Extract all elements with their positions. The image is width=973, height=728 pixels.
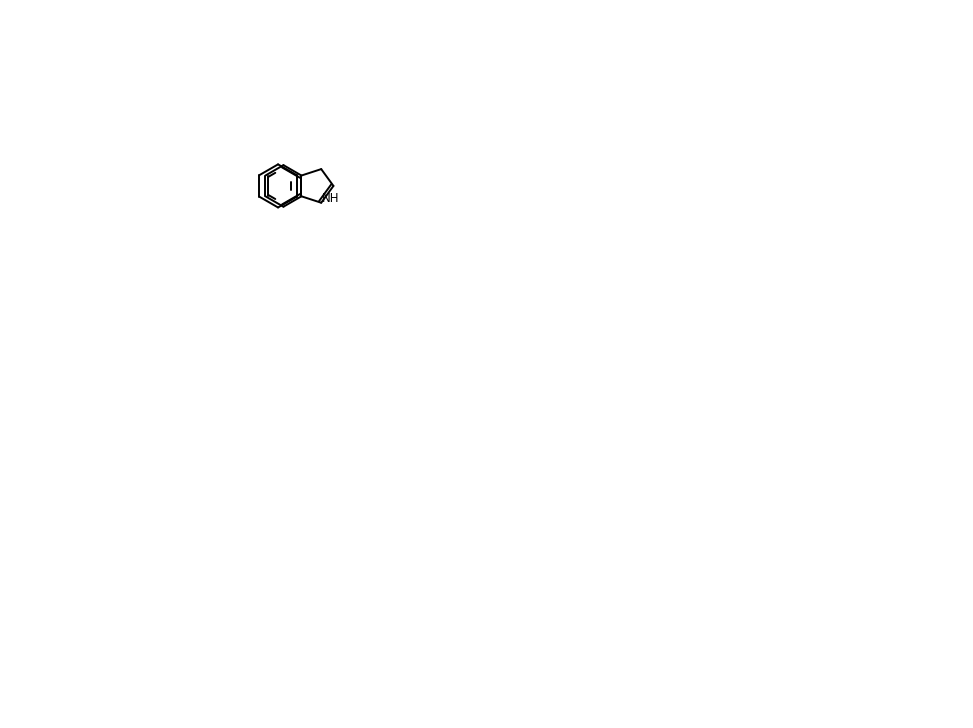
Text: NH: NH [322,192,340,205]
